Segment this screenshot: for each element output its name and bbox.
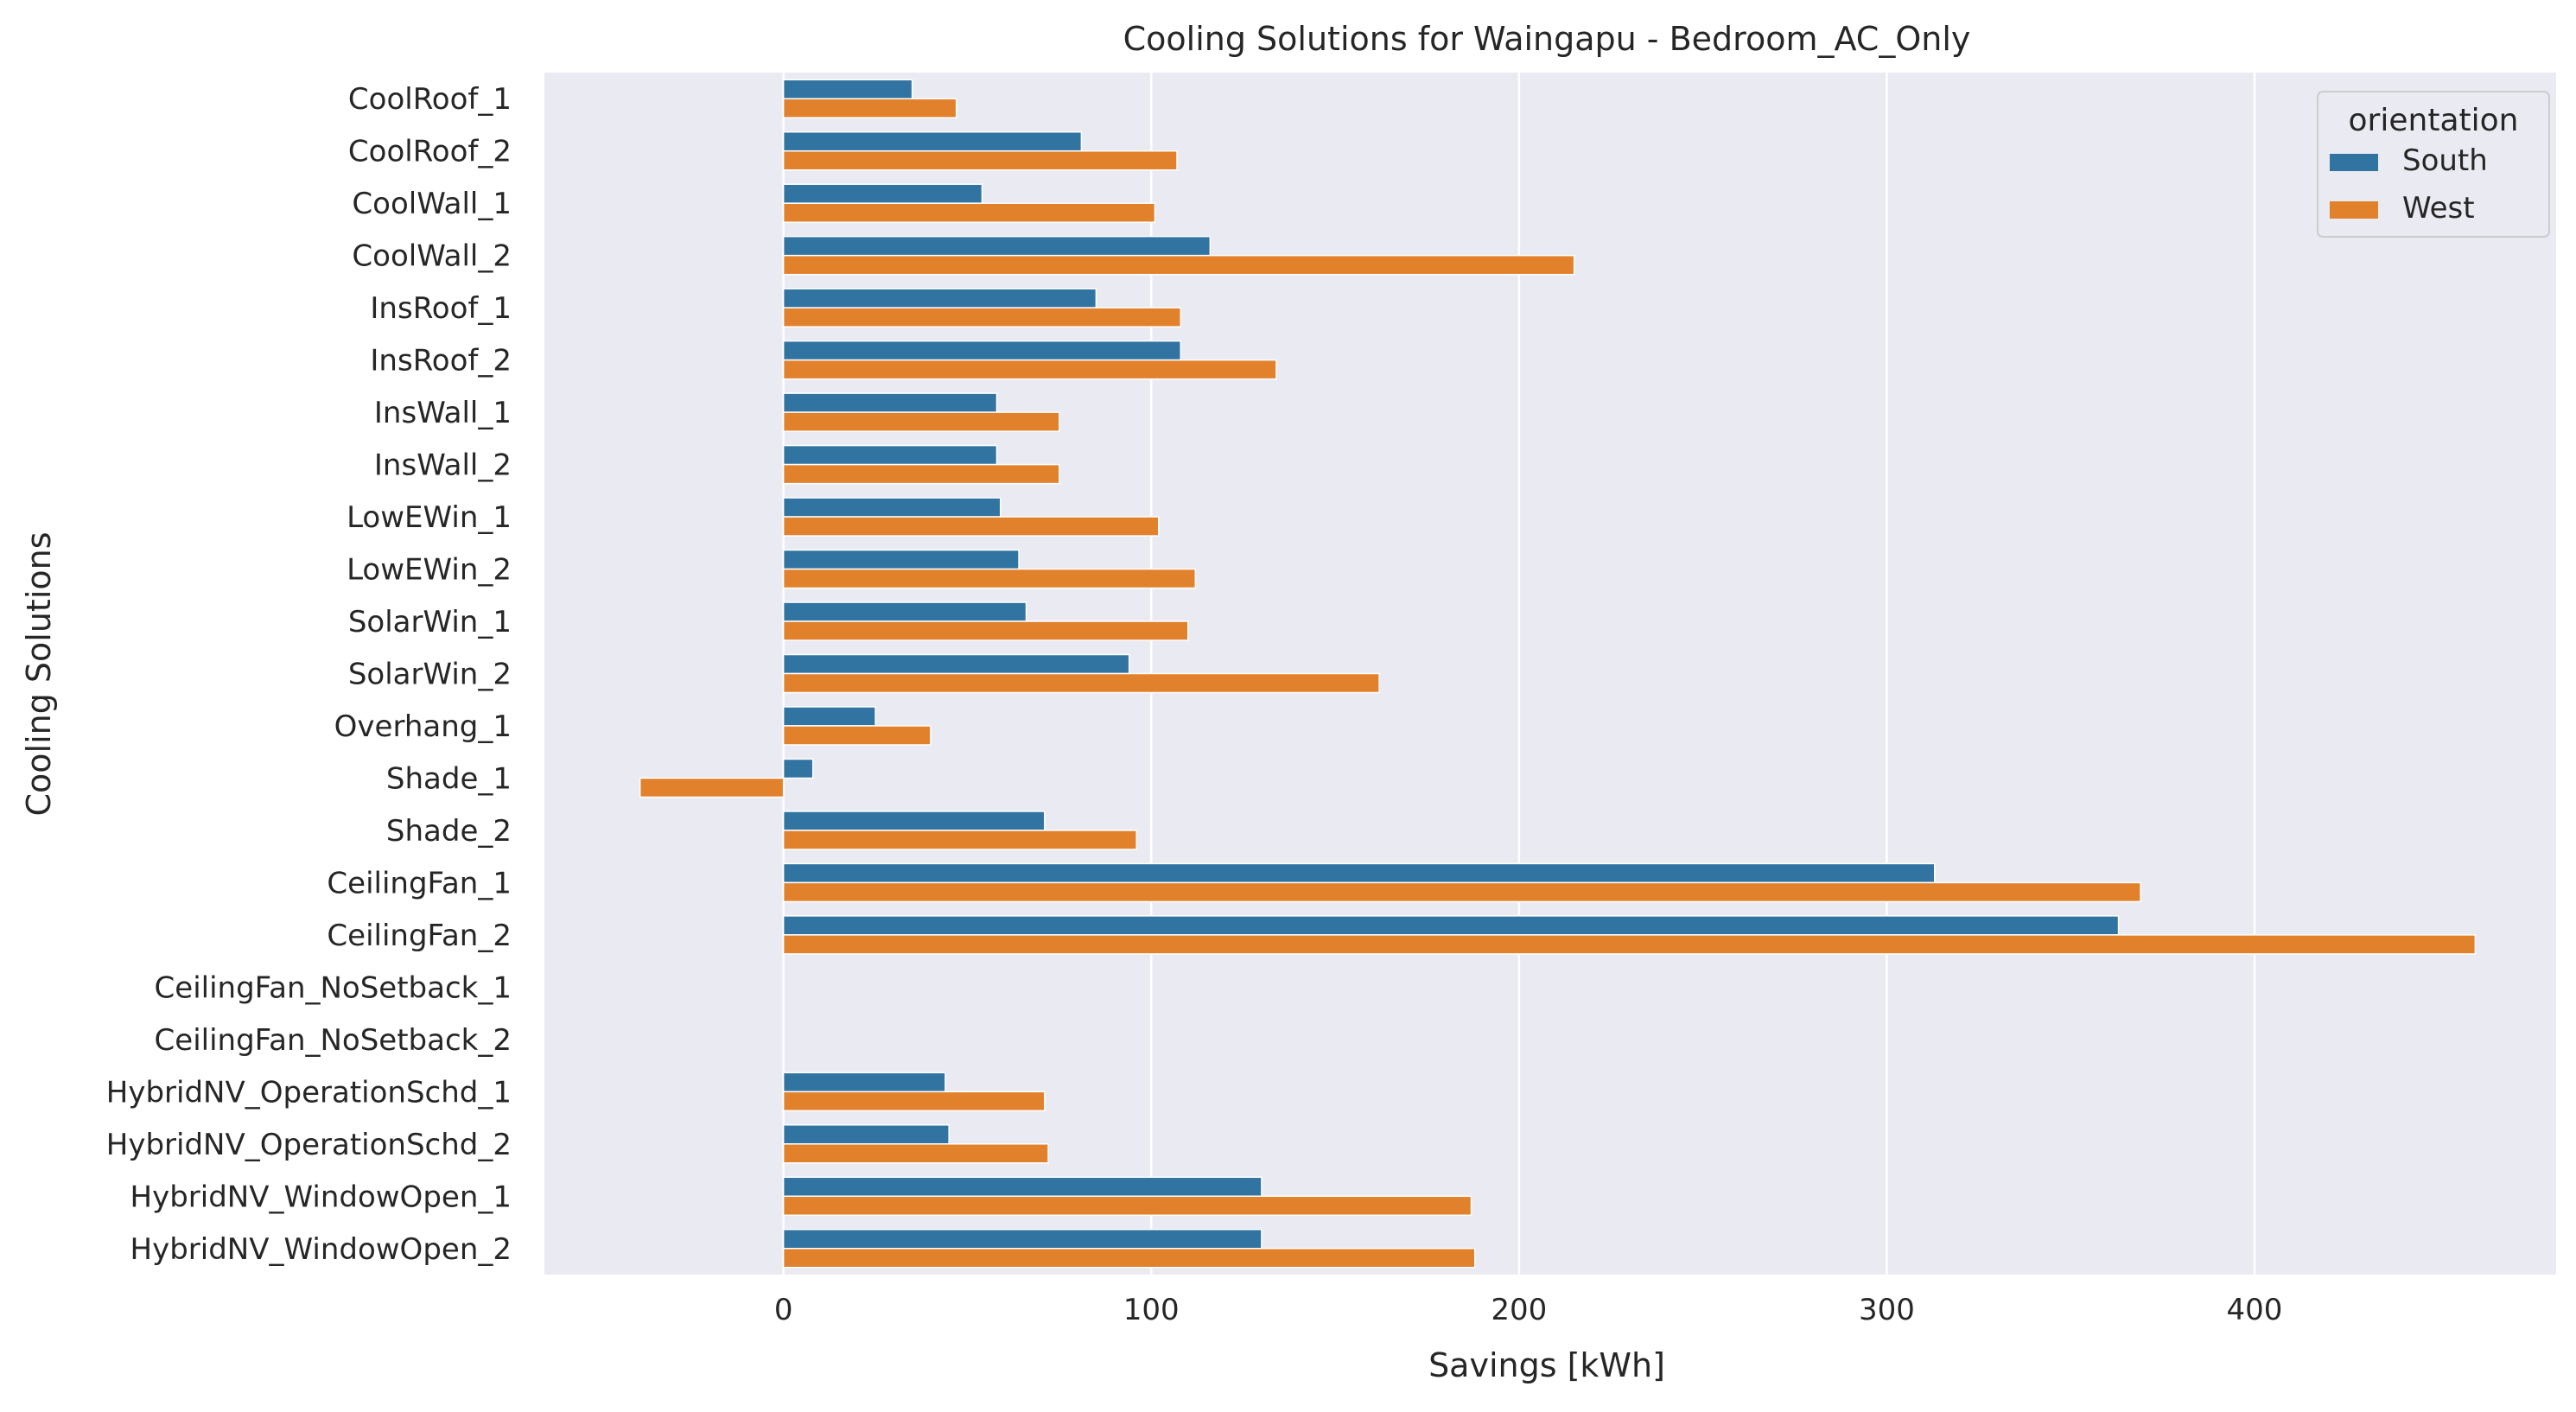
y-tick-label: HybridNV_WindowOpen_2 (130, 1232, 512, 1267)
bar-south (782, 444, 998, 466)
bar-south (782, 497, 1002, 518)
bar-west (782, 463, 1060, 485)
bar-south (782, 235, 1212, 257)
bar-west (782, 830, 1137, 850)
y-tick-label: CoolRoof_1 (348, 82, 512, 117)
y-tick-label: InsWall_2 (374, 448, 512, 483)
y-tick-label: LowEWin_2 (347, 553, 512, 588)
bar-west (782, 934, 2477, 955)
legend-swatch-west (2330, 201, 2378, 219)
bar-west (782, 359, 1277, 380)
x-axis-label: Savings [kWh] (1428, 1346, 1665, 1384)
legend-title: orientation (2349, 103, 2519, 138)
y-tick-label: CeilingFan_NoSetback_2 (155, 1023, 512, 1058)
bar-south (782, 1229, 1263, 1250)
y-tick-label: InsWall_1 (374, 396, 512, 430)
bar-south (782, 862, 1936, 884)
y-tick-label: LowEWin_1 (347, 500, 512, 535)
bar-south (782, 340, 1182, 361)
y-tick-label: Shade_2 (386, 814, 512, 849)
x-tick-label: 100 (1123, 1293, 1180, 1327)
bar-south (782, 758, 814, 779)
bar-west (782, 411, 1060, 432)
bar-west (782, 202, 1156, 223)
bar-west (782, 672, 1380, 694)
bar-south (782, 811, 1046, 831)
y-axis-label: Cooling Solutions (20, 531, 58, 816)
x-tick-label: 0 (774, 1293, 793, 1327)
bar-west (782, 254, 1575, 276)
y-tick-label: Shade_1 (386, 761, 512, 796)
legend-box (2317, 91, 2550, 238)
legend-label-south: South (2402, 143, 2488, 178)
bar-south (782, 706, 876, 727)
y-tick-label: HybridNV_OperationSchd_1 (106, 1075, 512, 1110)
y-tick-label: Overhang_1 (334, 709, 512, 744)
bar-west (782, 98, 957, 118)
bar-west (782, 1091, 1046, 1112)
y-tick-label: CeilingFan_2 (327, 919, 512, 953)
bar-west (639, 777, 785, 798)
legend-swatch-south (2330, 154, 2378, 171)
legend: orientation South West (2317, 91, 2550, 238)
y-tick-label: InsRoof_1 (370, 291, 512, 326)
bar-west (782, 1195, 1472, 1217)
bar-west (782, 1143, 1049, 1164)
bar-south (782, 1176, 1263, 1198)
bar-west (782, 516, 1160, 537)
bar-south (782, 79, 913, 99)
y-tick-label: HybridNV_OperationSchd_2 (106, 1128, 512, 1162)
bar-west (782, 307, 1182, 328)
x-tick-label: 200 (1491, 1293, 1547, 1327)
bar-south (782, 549, 1020, 570)
bar-south (782, 288, 1097, 308)
bar-south (782, 392, 998, 413)
legend-label-west: West (2402, 191, 2475, 226)
y-tick-label: InsRoof_2 (370, 344, 512, 378)
bar-south (782, 915, 2120, 936)
bar-south (782, 183, 983, 204)
y-tick-label: CeilingFan_NoSetback_1 (155, 970, 512, 1005)
bar-west (782, 568, 1197, 589)
y-tick-label: CoolWall_2 (352, 239, 512, 274)
x-tick-label: 300 (1859, 1293, 1915, 1327)
bar-south (782, 130, 1083, 152)
y-tick-label: CoolWall_1 (352, 187, 512, 221)
bar-south (782, 653, 1130, 675)
bar-west (782, 725, 932, 746)
bar-west (782, 881, 2141, 903)
bar-south (782, 1124, 950, 1145)
bar-south (782, 601, 1027, 622)
bar-south (782, 1072, 946, 1093)
y-tick-label: SolarWin_2 (348, 658, 512, 692)
bar-west (782, 149, 1178, 171)
bar-west (782, 620, 1189, 641)
bar-west (782, 1248, 1476, 1269)
y-tick-label: SolarWin_1 (348, 605, 512, 639)
y-tick-label: CeilingFan_1 (327, 866, 512, 900)
y-tick-label: HybridNV_WindowOpen_1 (130, 1180, 512, 1214)
y-tick-label: CoolRoof_2 (348, 135, 512, 169)
chart-title: Cooling Solutions for Waingapu - Bedroom… (1123, 20, 1971, 58)
x-tick-label: 400 (2227, 1293, 2283, 1327)
